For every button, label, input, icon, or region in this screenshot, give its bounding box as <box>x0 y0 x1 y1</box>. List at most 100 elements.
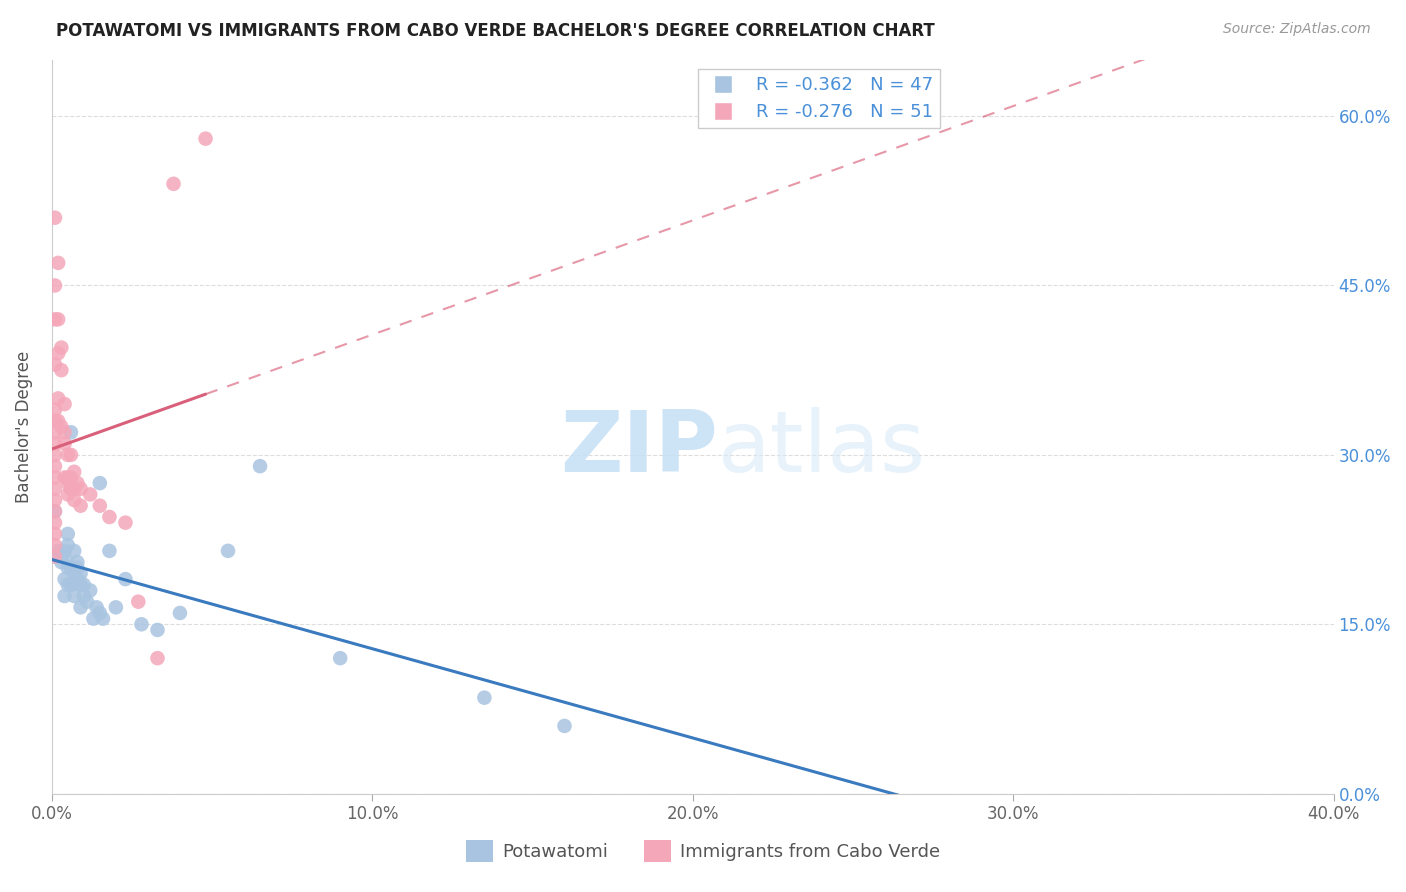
Point <box>46 256 69 270</box>
Point <box>104 600 127 615</box>
Point <box>59 578 82 592</box>
Point <box>44 549 66 564</box>
Point <box>66 572 89 586</box>
Point <box>79 583 101 598</box>
Point <box>127 595 149 609</box>
Point <box>53 436 76 450</box>
Point <box>53 470 76 484</box>
Point <box>44 527 66 541</box>
Point <box>56 476 79 491</box>
Point <box>44 414 66 428</box>
Point <box>66 555 89 569</box>
Point <box>131 617 153 632</box>
Point <box>329 651 352 665</box>
Point <box>59 425 82 440</box>
Point <box>44 459 66 474</box>
Point <box>44 504 66 518</box>
Point <box>44 470 66 484</box>
Point <box>51 419 73 434</box>
Text: Source: ZipAtlas.com: Source: ZipAtlas.com <box>1223 22 1371 37</box>
Point <box>194 131 217 145</box>
Point <box>76 595 98 609</box>
Point <box>146 623 169 637</box>
Point <box>553 719 575 733</box>
Point <box>69 499 91 513</box>
Point <box>44 436 66 450</box>
Point <box>73 578 96 592</box>
Point <box>51 555 73 569</box>
Point <box>44 425 66 440</box>
Point <box>63 544 86 558</box>
Point <box>46 414 69 428</box>
Point <box>53 589 76 603</box>
Point <box>82 612 104 626</box>
Point <box>59 470 82 484</box>
Point <box>44 402 66 417</box>
Point <box>53 572 76 586</box>
Point <box>169 606 191 620</box>
Point <box>53 397 76 411</box>
Point <box>69 566 91 581</box>
Point <box>63 566 86 581</box>
Point <box>46 392 69 406</box>
Point <box>114 516 136 530</box>
Point <box>59 482 82 496</box>
Point <box>44 211 66 225</box>
Point <box>66 476 89 491</box>
Point <box>56 578 79 592</box>
Text: atlas: atlas <box>718 407 927 491</box>
Point <box>98 544 121 558</box>
Point <box>44 358 66 372</box>
Point <box>69 578 91 592</box>
Point <box>56 470 79 484</box>
Text: ZIP: ZIP <box>561 407 718 491</box>
Point <box>69 600 91 615</box>
Point <box>89 499 111 513</box>
Point <box>44 549 66 564</box>
Point <box>162 177 184 191</box>
Point <box>56 448 79 462</box>
Point <box>53 425 76 440</box>
Point <box>44 278 66 293</box>
Point <box>249 459 271 474</box>
Point <box>79 487 101 501</box>
Point <box>56 561 79 575</box>
Point <box>66 561 89 575</box>
Point <box>56 527 79 541</box>
Point <box>89 606 111 620</box>
Text: POTAWATOMI VS IMMIGRANTS FROM CABO VERDE BACHELOR'S DEGREE CORRELATION CHART: POTAWATOMI VS IMMIGRANTS FROM CABO VERDE… <box>56 22 935 40</box>
Point <box>53 544 76 558</box>
Point <box>63 493 86 508</box>
Y-axis label: Bachelor's Degree: Bachelor's Degree <box>15 351 32 503</box>
Point <box>63 482 86 496</box>
Legend: Potawatomi, Immigrants from Cabo Verde: Potawatomi, Immigrants from Cabo Verde <box>458 833 948 870</box>
Point <box>217 544 239 558</box>
Point <box>146 651 169 665</box>
Point <box>86 600 108 615</box>
Point <box>44 312 66 326</box>
Point <box>114 572 136 586</box>
Point <box>56 487 79 501</box>
Point <box>44 504 66 518</box>
Point <box>51 341 73 355</box>
Point <box>51 549 73 564</box>
Point <box>56 555 79 569</box>
Point <box>44 538 66 552</box>
Point <box>56 538 79 552</box>
Point <box>44 482 66 496</box>
Point <box>59 482 82 496</box>
Point <box>59 578 82 592</box>
Point <box>44 516 66 530</box>
Legend: R = -0.362   N = 47, R = -0.276   N = 51: R = -0.362 N = 47, R = -0.276 N = 51 <box>697 69 941 128</box>
Point <box>44 448 66 462</box>
Point <box>44 493 66 508</box>
Point <box>46 544 69 558</box>
Point <box>69 482 91 496</box>
Point <box>91 612 114 626</box>
Point <box>63 589 86 603</box>
Point <box>59 561 82 575</box>
Point <box>51 363 73 377</box>
Point <box>46 312 69 326</box>
Point <box>63 465 86 479</box>
Point <box>46 346 69 360</box>
